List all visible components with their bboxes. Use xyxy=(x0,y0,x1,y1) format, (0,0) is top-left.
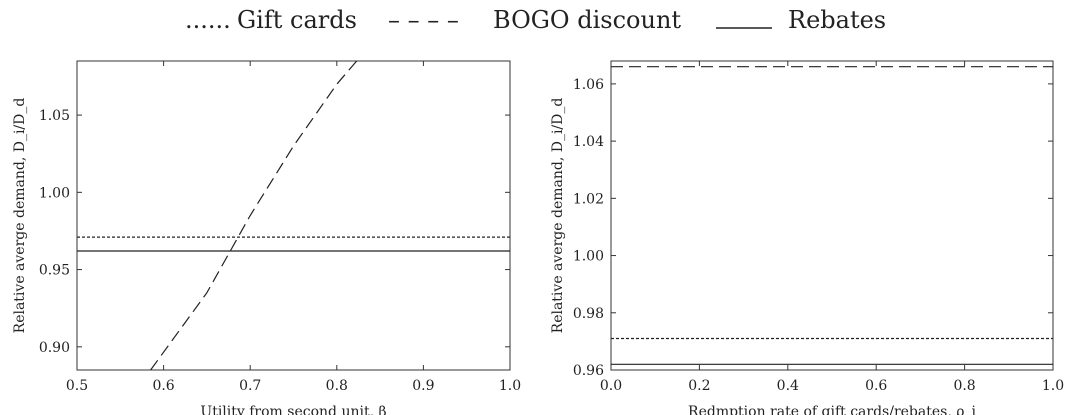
y-tick-label: 0.96 xyxy=(573,363,604,379)
x-tick-label: 0.7 xyxy=(239,378,261,394)
chart-utility-second-unit: 0.5 0.6 0.7 0.8 0.9 1.0 0.90 0.95 1.00 1.05 Utilit… xyxy=(12,60,521,415)
x-tick-label: 0.8 xyxy=(326,378,348,394)
x-tick-label: 0.5 xyxy=(66,378,88,394)
chart-redemption-rate: 0.0 0.2 0.4 0.6 0.8 1.0 0.96 0.98 1.00 1.02 1.04 1.… xyxy=(550,60,1064,415)
legend-label-bogo-discount: BOGO discount xyxy=(493,6,681,34)
x-axis-label: Redmption rate of gift cards/rebates, ρ_… xyxy=(688,404,976,415)
y-tick-label: 0.90 xyxy=(39,340,70,356)
x-tick-label: 0.9 xyxy=(412,378,434,394)
x-axis-label: Utility from second unit, β xyxy=(200,404,386,415)
y-axis-label: Relative averge demand, D_i/D_d xyxy=(550,98,566,334)
plot-frame xyxy=(76,60,511,371)
x-tick-label: 0.6 xyxy=(865,378,887,394)
y-tick-label: 0.98 xyxy=(573,306,604,322)
y-tick-label: 1.00 xyxy=(39,185,70,201)
series-bogo-discount-line xyxy=(150,61,358,370)
y-tick-label: 0.95 xyxy=(39,263,70,279)
x-tick-label: 1.0 xyxy=(1042,378,1064,394)
y-tick-label: 1.06 xyxy=(573,77,604,93)
x-tick-label: 1.0 xyxy=(499,378,521,394)
y-tick-label: 1.02 xyxy=(573,191,604,207)
x-tick-label: 0.2 xyxy=(688,378,710,394)
y-tick-label: 1.04 xyxy=(573,134,604,150)
legend-item-bogo-discount: – – – – BOGO discount xyxy=(388,6,681,34)
y-tick-label: 1.00 xyxy=(573,249,604,265)
legend-item-gift-cards: ...... Gift cards xyxy=(185,6,357,34)
chart-legend: ...... Gift cards – – – – BOGO discount … xyxy=(185,6,886,34)
legend-label-rebates: Rebates xyxy=(788,6,886,34)
y-tick-label: 1.05 xyxy=(39,108,70,124)
plot-frame xyxy=(610,60,1054,371)
x-tick-label: 0.6 xyxy=(152,378,174,394)
x-tick-label: 0.4 xyxy=(777,378,799,394)
x-tick-label: 0.8 xyxy=(953,378,975,394)
legend-item-rebates: Rebates xyxy=(716,6,886,34)
y-axis-label: Relative averge demand, D_i/D_d xyxy=(12,98,28,334)
x-tick-label: 0.0 xyxy=(600,378,622,394)
legend-marker-gift-cards: ...... xyxy=(185,6,231,34)
legend-label-gift-cards: Gift cards xyxy=(237,6,357,34)
legend-marker-bogo-discount: – – – – xyxy=(388,6,459,34)
